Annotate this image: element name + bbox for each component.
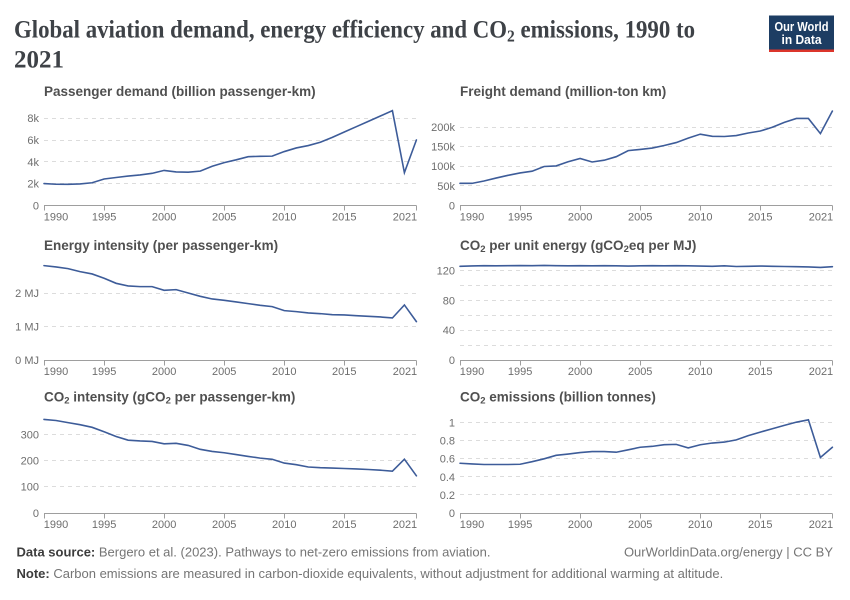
- svg-text:100k: 100k: [431, 161, 455, 173]
- svg-text:1995: 1995: [508, 519, 532, 531]
- svg-text:6k: 6k: [27, 135, 39, 147]
- svg-text:2021: 2021: [14, 46, 64, 73]
- svg-text:OurWorldinData.org/energy | CC: OurWorldinData.org/energy | CC BY: [624, 545, 833, 560]
- svg-text:2000: 2000: [152, 366, 176, 378]
- svg-text:1995: 1995: [508, 366, 532, 378]
- svg-text:2000: 2000: [152, 519, 176, 531]
- svg-text:2k: 2k: [27, 179, 39, 191]
- svg-text:2021: 2021: [393, 366, 417, 378]
- svg-text:1990: 1990: [44, 211, 68, 223]
- svg-text:40: 40: [443, 325, 455, 337]
- svg-text:2015: 2015: [332, 366, 356, 378]
- svg-text:1995: 1995: [508, 211, 532, 223]
- svg-text:2015: 2015: [748, 519, 772, 531]
- svg-text:Passenger demand (billion pass: Passenger demand (billion passenger-km): [44, 84, 316, 99]
- svg-text:1 MJ: 1 MJ: [15, 322, 39, 334]
- svg-text:2021: 2021: [809, 366, 833, 378]
- svg-text:2005: 2005: [212, 519, 236, 531]
- svg-text:200k: 200k: [431, 122, 455, 134]
- svg-text:1990: 1990: [44, 366, 68, 378]
- svg-text:2015: 2015: [748, 366, 772, 378]
- svg-text:0.6: 0.6: [440, 454, 455, 466]
- svg-text:50k: 50k: [437, 181, 455, 193]
- svg-text:Global aviation demand, energy: Global aviation demand, energy efficienc…: [14, 16, 695, 45]
- svg-text:2015: 2015: [332, 211, 356, 223]
- svg-text:0.2: 0.2: [440, 490, 455, 502]
- svg-text:4k: 4k: [27, 157, 39, 169]
- svg-text:2021: 2021: [393, 211, 417, 223]
- svg-text:2010: 2010: [272, 366, 296, 378]
- svg-text:0: 0: [33, 508, 39, 520]
- svg-text:2000: 2000: [568, 366, 592, 378]
- svg-text:2010: 2010: [688, 366, 712, 378]
- svg-text:2005: 2005: [628, 366, 652, 378]
- svg-text:0.8: 0.8: [440, 436, 455, 448]
- svg-text:2000: 2000: [568, 211, 592, 223]
- svg-text:2000: 2000: [152, 211, 176, 223]
- svg-text:1: 1: [449, 418, 455, 430]
- svg-text:2010: 2010: [272, 211, 296, 223]
- svg-text:CO2 intensity (gCO2 per passen: CO2 intensity (gCO2 per passenger-km): [44, 390, 295, 407]
- svg-text:2 MJ: 2 MJ: [15, 288, 39, 300]
- svg-text:1990: 1990: [460, 211, 484, 223]
- svg-text:Data source: Bergero et al. (2: Data source: Bergero et al. (2023). Path…: [17, 545, 491, 560]
- svg-text:100: 100: [21, 482, 39, 494]
- svg-text:0: 0: [449, 355, 455, 367]
- svg-text:2021: 2021: [809, 519, 833, 531]
- svg-text:2010: 2010: [272, 519, 296, 531]
- svg-text:2015: 2015: [748, 211, 772, 223]
- svg-text:2005: 2005: [628, 211, 652, 223]
- svg-text:Note: Carbon emissions are mea: Note: Carbon emissions are measured in c…: [17, 566, 724, 581]
- svg-text:1990: 1990: [460, 519, 484, 531]
- svg-text:2005: 2005: [212, 211, 236, 223]
- svg-text:CO2 per unit energy (gCO2eq pe: CO2 per unit energy (gCO2eq per MJ): [460, 238, 696, 255]
- svg-text:0: 0: [449, 200, 455, 212]
- svg-text:1995: 1995: [92, 211, 116, 223]
- svg-text:1990: 1990: [460, 366, 484, 378]
- svg-text:200: 200: [21, 456, 39, 468]
- svg-text:150k: 150k: [431, 142, 455, 154]
- svg-text:CO2 emissions (billion tonnes): CO2 emissions (billion tonnes): [460, 390, 656, 407]
- svg-text:1995: 1995: [92, 366, 116, 378]
- svg-text:0 MJ: 0 MJ: [15, 355, 39, 367]
- svg-text:2000: 2000: [568, 519, 592, 531]
- svg-text:1995: 1995: [92, 519, 116, 531]
- svg-text:Freight demand (million-ton km: Freight demand (million-ton km): [460, 84, 666, 99]
- svg-text:0: 0: [449, 508, 455, 520]
- svg-text:0: 0: [33, 200, 39, 212]
- svg-text:Our World: Our World: [775, 19, 829, 34]
- svg-text:1990: 1990: [44, 519, 68, 531]
- svg-text:8k: 8k: [27, 113, 39, 125]
- svg-text:2021: 2021: [393, 519, 417, 531]
- svg-text:2010: 2010: [688, 519, 712, 531]
- svg-text:2015: 2015: [332, 519, 356, 531]
- svg-text:Energy intensity (per passenge: Energy intensity (per passenger-km): [44, 238, 278, 253]
- svg-text:in Data: in Data: [782, 32, 823, 47]
- svg-text:0.4: 0.4: [440, 472, 455, 484]
- svg-text:2005: 2005: [212, 366, 236, 378]
- svg-text:120: 120: [437, 266, 455, 278]
- svg-text:2010: 2010: [688, 211, 712, 223]
- svg-text:80: 80: [443, 295, 455, 307]
- svg-text:2021: 2021: [809, 211, 833, 223]
- svg-text:300: 300: [21, 429, 39, 441]
- svg-text:2005: 2005: [628, 519, 652, 531]
